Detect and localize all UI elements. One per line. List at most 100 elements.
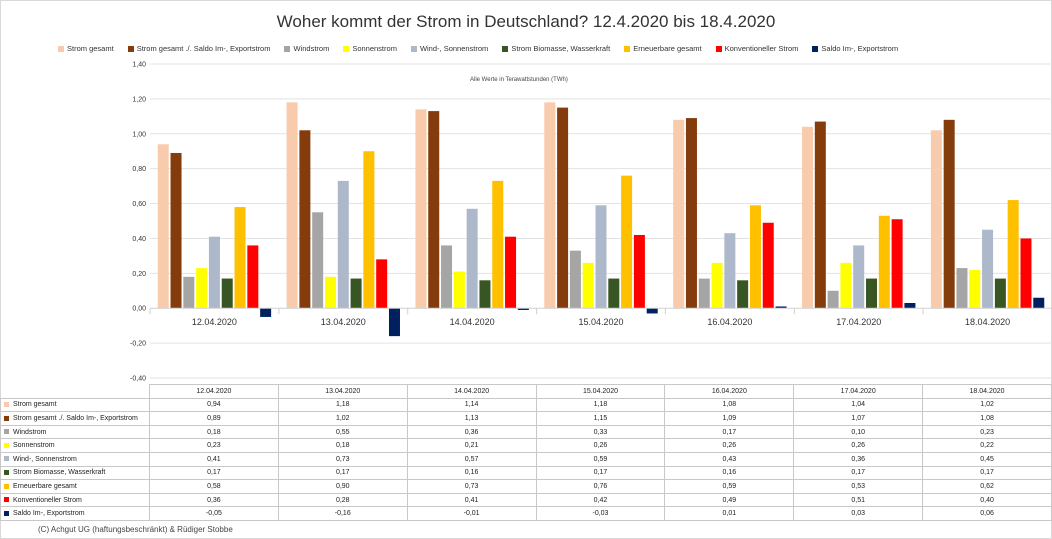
y-tick-label: 1,00: [132, 131, 146, 138]
table-cell: 1,09: [664, 411, 795, 426]
table-cell: -0,01: [406, 506, 537, 521]
legend-item: Konventioneller Strom: [715, 44, 798, 53]
y-tick-label: 0,80: [132, 166, 146, 173]
bar: [969, 269, 981, 309]
table-cell: 0,42: [535, 492, 666, 508]
table-row: Saldo Im-, Exportstrom -0,05 -0,16 -0,01 -0,…: [0, 506, 1052, 521]
table-row: Strom gesamt ./. Saldo Im-, Exportstrom 0…: [0, 411, 1052, 426]
row-label-text: Sonnenstrom: [13, 442, 55, 450]
row-swatch: [4, 456, 9, 462]
table-cell: -0,05: [148, 506, 279, 521]
legend-swatch: [715, 45, 722, 52]
bar: [762, 222, 774, 309]
table-cell: 0,36: [793, 451, 924, 467]
table-cell: 0,17: [535, 465, 666, 481]
legend-item: Sonnenstrom: [343, 44, 397, 53]
bar: [930, 130, 942, 309]
bar: [646, 308, 658, 314]
table-cell: 0,03: [793, 506, 924, 521]
table-cell: 0,53: [793, 479, 924, 494]
bar: [350, 278, 362, 309]
bar: [1033, 297, 1045, 309]
row-swatch: [4, 402, 9, 408]
table-cell: 1,02: [277, 411, 408, 426]
legend-swatch: [624, 45, 631, 52]
table-row: Wind-, Sonnenstrom 0,41 0,73 0,57 0,59 0,43 0,…: [0, 451, 1052, 467]
table-cell: 0,40: [922, 492, 1052, 508]
table-cell: 0,41: [406, 492, 537, 508]
data-table: 12.04.2020 13.04.2020 14.04.2020 15.04.2020…: [0, 384, 1052, 521]
table-column-header: 15.04.2020: [535, 384, 666, 399]
bar: [157, 144, 169, 309]
table-cell: 0,59: [664, 479, 795, 494]
bar: [415, 109, 427, 309]
bar: [608, 278, 620, 309]
table-column-header: 13.04.2020: [277, 384, 408, 399]
row-swatch: [4, 497, 9, 503]
legend-label: Wind-, Sonnenstrom: [419, 44, 489, 53]
bar: [221, 278, 233, 309]
table-row-label: Erneuerbare gesamt: [0, 479, 150, 494]
unit-note: Alle Werte in Terawattstunden (TWh): [470, 77, 568, 83]
table-cell: 1,08: [922, 411, 1052, 426]
table-cell: 0,51: [793, 492, 924, 508]
table-cell: 1,14: [406, 397, 537, 413]
bar: [183, 276, 195, 309]
bar: [388, 308, 400, 337]
table-cell: 1,04: [793, 397, 924, 413]
table-cell: 0,45: [922, 451, 1052, 467]
table-cell: 0,73: [277, 451, 408, 467]
table-cell: 0,43: [664, 451, 795, 467]
bar: [466, 208, 478, 309]
table-row-label: Strom Biomasse, Wasserkraft: [0, 465, 150, 481]
table-cell: 1,15: [535, 411, 666, 426]
table-cell: 0,58: [148, 479, 279, 494]
table-cell: 0,33: [535, 424, 666, 440]
table-cell: 0,22: [922, 438, 1052, 453]
row-label-text: Windstrom: [13, 428, 47, 436]
table-column-header: 12.04.2020: [148, 384, 279, 399]
row-label-text: Wind-, Sonnenstrom: [13, 455, 77, 463]
legend-label: Strom gesamt ./. Saldo Im-, Exportstrom: [136, 44, 271, 53]
row-label-text: Saldo Im-, Exportstrom: [13, 510, 85, 518]
row-label-text: Strom Biomasse, Wasserkraft: [13, 469, 106, 477]
bar: [685, 118, 697, 309]
table-cell: 0,21: [406, 438, 537, 453]
bar: [208, 236, 220, 309]
bar: [904, 302, 916, 309]
table-cell: 0,76: [535, 479, 666, 494]
legend-item: Strom gesamt: [58, 44, 114, 53]
row-swatch: [4, 429, 9, 435]
table-cell: 0,17: [277, 465, 408, 481]
legend-label: Strom gesamt: [67, 44, 114, 53]
table-cell: 0,90: [277, 479, 408, 494]
row-label-text: Konventioneller Strom: [13, 496, 82, 504]
table-cell: 0,26: [793, 438, 924, 453]
table-cell: 0,23: [922, 424, 1052, 440]
bar: [260, 308, 272, 317]
legend-swatch: [343, 45, 350, 52]
bar: [711, 262, 723, 309]
y-tick-label: 1,20: [132, 96, 146, 103]
bar: [492, 180, 504, 309]
table-row: Strom gesamt 0,94 1,18 1,14 1,18 1,08 1,04 1,02: [0, 397, 1052, 413]
bar: [479, 280, 491, 309]
x-tick-label: 17.04.2020: [836, 317, 881, 327]
chart-legend: Strom gesamt Strom gesamt ./. Saldo Im-, …: [58, 44, 898, 53]
bar: [698, 278, 710, 309]
bar: [569, 250, 581, 309]
y-tick-label: 0,20: [132, 271, 146, 278]
bar: [943, 119, 955, 309]
table-cell: 0,16: [406, 465, 537, 481]
row-label-text: Strom gesamt: [13, 401, 57, 409]
table-column-header: 17.04.2020: [793, 384, 924, 399]
table-cell: 0,55: [277, 424, 408, 440]
y-tick-label: -0,20: [130, 341, 146, 348]
bar-chart: 1,40 1,20 1,00 0,80 0,60 0,40 0,20 0,00 -0,20 -0,…: [130, 62, 1052, 383]
table-cell: 0,16: [664, 465, 795, 481]
bar: [724, 233, 736, 309]
table-cell: 0,28: [277, 492, 408, 508]
legend-item: Wind-, Sonnenstrom: [410, 44, 489, 53]
table-row: Sonnenstrom 0,23 0,18 0,21 0,26 0,26 0,26 0,22: [0, 438, 1052, 453]
table-cell: 0,59: [535, 451, 666, 467]
